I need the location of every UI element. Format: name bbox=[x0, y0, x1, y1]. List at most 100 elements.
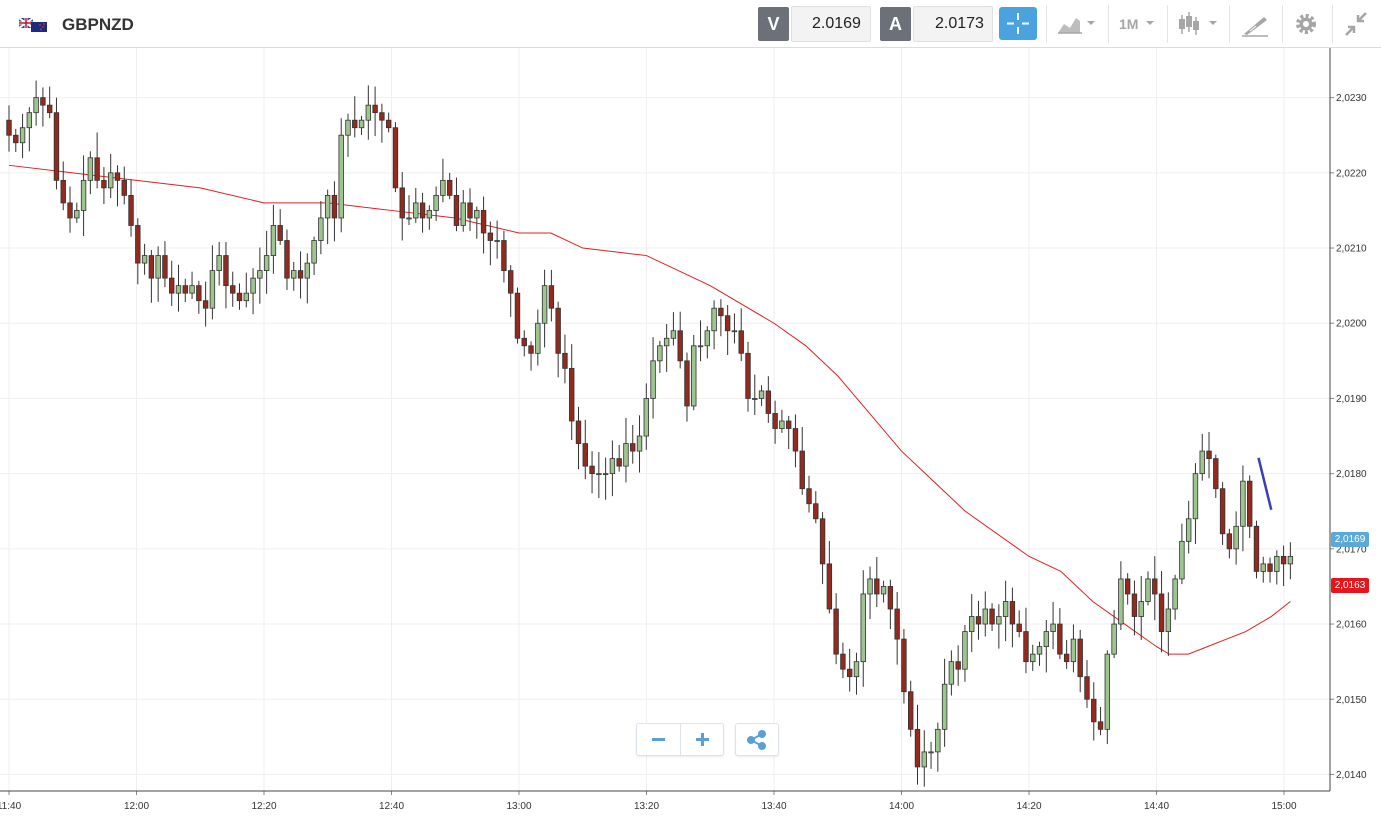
candle bbox=[1138, 576, 1144, 641]
candle bbox=[33, 80, 39, 126]
candle bbox=[1267, 557, 1273, 583]
candle bbox=[53, 97, 60, 190]
x-tick-label: 12:20 bbox=[251, 801, 276, 812]
candle bbox=[236, 283, 243, 310]
candle bbox=[372, 86, 378, 137]
candle bbox=[433, 186, 439, 221]
x-tick-label: 13:20 bbox=[634, 801, 659, 812]
x-tick-label: 13:00 bbox=[506, 801, 531, 812]
pencil-icon bbox=[1242, 17, 1268, 37]
candle bbox=[26, 107, 33, 152]
candle bbox=[785, 415, 792, 450]
candle bbox=[460, 190, 466, 232]
settings-button[interactable] bbox=[1290, 7, 1324, 41]
timeframe-button[interactable]: 1M bbox=[1114, 7, 1162, 41]
candle bbox=[1192, 463, 1199, 544]
candle bbox=[724, 305, 731, 355]
sell-price-button[interactable]: 2.0169 bbox=[791, 6, 871, 42]
gear-icon bbox=[1296, 14, 1316, 34]
share-button[interactable] bbox=[735, 723, 779, 756]
buy-label[interactable]: A bbox=[880, 7, 911, 41]
x-tick-label: 14:00 bbox=[889, 801, 914, 812]
price-chart[interactable]: 2,0140 2,0150 2,0160 2,0170 2,0180 2,0190 2,02… bbox=[0, 48, 1381, 821]
y-tick-label: 2,0210 bbox=[1336, 244, 1367, 255]
candle bbox=[602, 457, 609, 500]
candle bbox=[806, 475, 812, 513]
candle bbox=[935, 722, 941, 772]
candle bbox=[392, 122, 399, 193]
candle bbox=[555, 301, 561, 378]
crosshair-icon bbox=[1007, 13, 1029, 34]
x-tick-label: 12:00 bbox=[124, 801, 149, 812]
minimize-icon bbox=[1345, 12, 1367, 36]
candle-style-button[interactable] bbox=[1174, 7, 1224, 41]
candle bbox=[331, 181, 338, 242]
candle bbox=[697, 320, 704, 362]
top-toolbar: GBPNZD V 2.0169 A 2.0173 1M bbox=[0, 0, 1381, 48]
candle bbox=[352, 96, 358, 138]
candle bbox=[1104, 650, 1111, 745]
candle bbox=[1111, 609, 1117, 658]
candle bbox=[318, 200, 324, 255]
candle bbox=[657, 340, 663, 373]
candle bbox=[684, 352, 690, 422]
buy-price-button[interactable]: 2.0173 bbox=[913, 6, 993, 42]
candle bbox=[1036, 641, 1043, 666]
candle bbox=[1097, 706, 1104, 736]
candle bbox=[1287, 542, 1294, 580]
candle bbox=[1274, 550, 1280, 585]
buy-price: 2.0173 bbox=[935, 15, 984, 32]
candle bbox=[813, 491, 819, 524]
minimize-button[interactable] bbox=[1340, 7, 1374, 41]
candle bbox=[548, 269, 555, 322]
candle bbox=[1219, 482, 1226, 545]
candle bbox=[718, 299, 724, 337]
candle bbox=[1043, 619, 1050, 673]
candle bbox=[1246, 475, 1253, 539]
candle bbox=[1016, 610, 1022, 638]
sell-label[interactable]: V bbox=[758, 7, 789, 41]
drawing-tools-button[interactable] bbox=[1238, 7, 1274, 41]
x-tick-label: 11:40 bbox=[0, 801, 22, 812]
candle bbox=[1070, 624, 1077, 673]
candle bbox=[962, 625, 968, 682]
candle bbox=[887, 579, 894, 630]
y-tick-label: 2,0180 bbox=[1336, 469, 1367, 480]
zoom-out-button[interactable] bbox=[637, 724, 680, 755]
candle bbox=[1253, 520, 1260, 579]
chart-type-button[interactable] bbox=[1054, 7, 1102, 41]
candle bbox=[46, 86, 53, 119]
candle bbox=[175, 264, 182, 312]
candle bbox=[792, 414, 799, 468]
candle bbox=[908, 680, 914, 737]
candle bbox=[826, 540, 833, 614]
zoom-controls bbox=[636, 723, 724, 756]
candle bbox=[1158, 571, 1165, 653]
candle bbox=[223, 241, 229, 309]
candle bbox=[40, 87, 46, 127]
zoom-in-button[interactable] bbox=[681, 724, 724, 755]
crosshair-button[interactable] bbox=[999, 7, 1037, 40]
candle bbox=[379, 103, 385, 143]
candle bbox=[474, 206, 480, 239]
candle bbox=[880, 580, 887, 603]
candle bbox=[399, 171, 405, 241]
share-icon bbox=[747, 730, 766, 750]
candle bbox=[941, 658, 948, 747]
candle bbox=[535, 309, 541, 366]
candle bbox=[80, 155, 87, 237]
candle bbox=[833, 593, 839, 665]
candle bbox=[704, 326, 711, 359]
candle bbox=[67, 186, 73, 233]
candle bbox=[541, 269, 548, 348]
candle bbox=[155, 246, 161, 302]
candle bbox=[216, 241, 222, 286]
candle bbox=[1260, 556, 1266, 583]
candle bbox=[860, 570, 866, 687]
trend-drawing-line[interactable] bbox=[1257, 457, 1273, 511]
candle bbox=[528, 341, 534, 371]
candle bbox=[623, 417, 629, 483]
candle bbox=[19, 113, 26, 158]
candle bbox=[650, 337, 656, 419]
candle bbox=[765, 376, 772, 423]
